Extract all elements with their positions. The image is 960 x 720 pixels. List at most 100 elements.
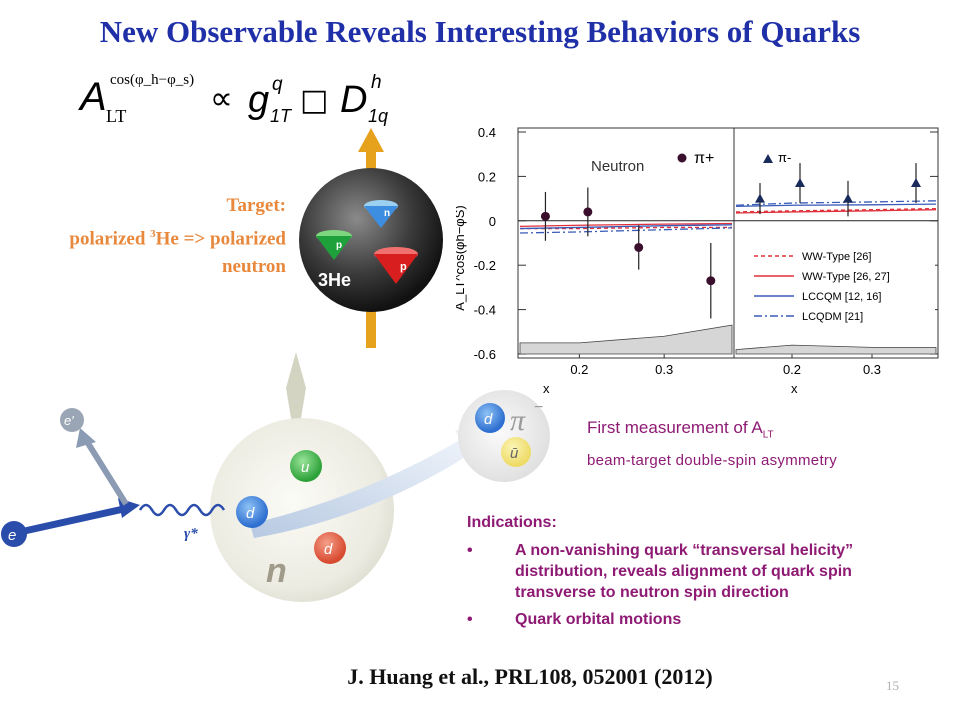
target-line1: Target: bbox=[226, 195, 286, 216]
formula-a: A bbox=[78, 75, 107, 119]
target-description: Target: polarized 3He => polarized neutr… bbox=[0, 192, 286, 281]
asymmetry-formula: A cos(φ_h−φ_s) LT ∝ g q 1T □ D h 1q bbox=[78, 72, 388, 126]
y-axis-label: A_LT^cos(φh−φS) bbox=[456, 205, 467, 310]
scattering-diagram: e e′ γ* u d d n bbox=[1, 352, 486, 602]
indications-list: • A non-vanishing quark “transversal hel… bbox=[467, 540, 960, 636]
formula-box: □ bbox=[300, 83, 328, 118]
plot-frame bbox=[517, 127, 939, 359]
neutron-spin-arrow bbox=[286, 352, 306, 448]
target-line3: neutron bbox=[221, 256, 286, 278]
formula-d: D bbox=[340, 79, 367, 121]
pion-jet bbox=[250, 440, 470, 538]
systematic-band-left bbox=[519, 324, 733, 355]
pi-plus-point bbox=[706, 276, 716, 286]
svg-text:π-: π- bbox=[778, 150, 791, 165]
outgoing-electron-arrow bbox=[76, 428, 96, 448]
legend-label: WW-Type [26, 27] bbox=[802, 271, 890, 283]
svg-text:p: p bbox=[400, 261, 407, 273]
pi-minus-point bbox=[795, 178, 805, 188]
x-tick-label: 0.3 bbox=[655, 362, 673, 377]
incoming-electron-line bbox=[19, 504, 129, 536]
x-tick-label: 0.2 bbox=[783, 362, 801, 377]
pion-antiup-quark bbox=[501, 437, 531, 467]
up-quark bbox=[290, 450, 322, 482]
panel-label: Neutron bbox=[591, 158, 644, 175]
pi-plus-point bbox=[634, 242, 644, 252]
pion-down-quark bbox=[475, 403, 505, 433]
pi-minus-point bbox=[911, 178, 921, 188]
electron-in-label: e bbox=[8, 527, 16, 544]
formula-g-sub: 1T bbox=[270, 106, 293, 126]
legend-pi-plus: π+ bbox=[677, 150, 714, 167]
neutron-label: n bbox=[266, 552, 287, 590]
legend-label: LCCQM [12, 16] bbox=[802, 291, 881, 303]
x-tick-label: 0.3 bbox=[863, 362, 881, 377]
model-curve-ww2627-right bbox=[735, 209, 937, 214]
model-curve-lcqdm-right bbox=[735, 200, 937, 206]
x-tick-label: 0.2 bbox=[570, 362, 588, 377]
down-quark-spectator-label: d bbox=[324, 541, 333, 558]
legend-label: LCQDM [21] bbox=[802, 311, 863, 323]
pi-minus-point bbox=[755, 193, 765, 203]
electron-in-ball bbox=[1, 521, 27, 547]
y-tick-label: 0.2 bbox=[478, 169, 496, 184]
photon-label: γ* bbox=[184, 526, 198, 542]
formula-d-sub: 1q bbox=[368, 106, 388, 126]
y-tick-label: 0.4 bbox=[478, 125, 496, 140]
outgoing-electron-line bbox=[83, 438, 129, 506]
measurement-title: First measurement of ALT bbox=[587, 418, 774, 441]
formula-d-sup: h bbox=[371, 72, 382, 93]
systematic-band-right bbox=[735, 344, 937, 355]
svg-text:n: n bbox=[384, 208, 390, 219]
down-quark-spectator bbox=[314, 532, 346, 564]
legend-pi-minus: π- bbox=[763, 150, 791, 165]
model-curve-lcqdm-left bbox=[519, 227, 733, 234]
target-line2: polarized 3He => polarized bbox=[69, 228, 286, 250]
model-curve-ww2627-left bbox=[519, 222, 733, 227]
asymmetry-chart: 0.4 0.2 0 -0.2 -0.4 -0.6 0.2 0.2 0.3 0.3 A_LT^cos… bbox=[456, 125, 939, 396]
pion-graphic: d ū π − bbox=[458, 390, 550, 482]
y-tick-label: -0.4 bbox=[474, 303, 496, 318]
down-quark-struck-label: d bbox=[246, 505, 255, 522]
svg-text:π+: π+ bbox=[694, 150, 714, 167]
measurement-subtitle: beam-target double-spin asymmetry bbox=[587, 452, 838, 469]
legend-box bbox=[747, 246, 935, 334]
y-tick-label: -0.6 bbox=[474, 347, 496, 362]
electron-out-label: e′ bbox=[64, 413, 74, 428]
model-curve-ww26-right bbox=[735, 207, 937, 213]
x-axis-label-left: x bbox=[543, 381, 550, 396]
y-tick-label: 0 bbox=[489, 214, 496, 229]
target-isotope-sup: 3 bbox=[150, 228, 156, 240]
quark-proton-left: p bbox=[316, 230, 352, 260]
indication-item: • Quark orbital motions bbox=[467, 611, 682, 628]
indication-item: • A non-vanishing quark “transversal hel… bbox=[467, 542, 854, 601]
pi-plus-point bbox=[583, 207, 593, 217]
pion-antiup-quark-label: ū bbox=[510, 445, 519, 462]
svg-text:p: p bbox=[336, 240, 342, 251]
pi-plus-point bbox=[540, 211, 550, 221]
up-quark-label: u bbox=[301, 459, 310, 476]
quark-neutron-top: n bbox=[364, 200, 398, 228]
slide-title: New Observable Reveals Interesting Behav… bbox=[99, 14, 861, 49]
formula-g: g bbox=[248, 79, 269, 121]
x-axis-label-right: x bbox=[791, 381, 798, 396]
pion-down-quark-label: d bbox=[484, 411, 493, 428]
y-tick-label: -0.2 bbox=[474, 258, 496, 273]
indications-title: Indications: bbox=[467, 514, 557, 531]
pi-minus-point bbox=[843, 193, 853, 203]
model-curve-lccqm-left bbox=[519, 224, 733, 230]
electron-out-ball bbox=[60, 408, 84, 432]
pion-symbol: π bbox=[510, 404, 526, 437]
he3-sphere bbox=[299, 168, 443, 312]
formula-a-sup: cos(φ_h−φ_s) bbox=[110, 72, 194, 88]
down-quark-struck bbox=[236, 496, 268, 528]
quark-proton-right: p bbox=[374, 247, 418, 284]
formula-a-sub: LT bbox=[106, 106, 126, 126]
he3-nucleus-graphic: n p p 3He bbox=[299, 128, 443, 348]
he3-label: 3He bbox=[318, 270, 351, 290]
page-number: 15 bbox=[886, 678, 899, 693]
formula-prop: ∝ bbox=[210, 80, 233, 116]
legend-label: WW-Type [26] bbox=[802, 251, 871, 263]
formula-g-sup: q bbox=[272, 74, 283, 95]
spin-arrow-head bbox=[358, 128, 384, 152]
